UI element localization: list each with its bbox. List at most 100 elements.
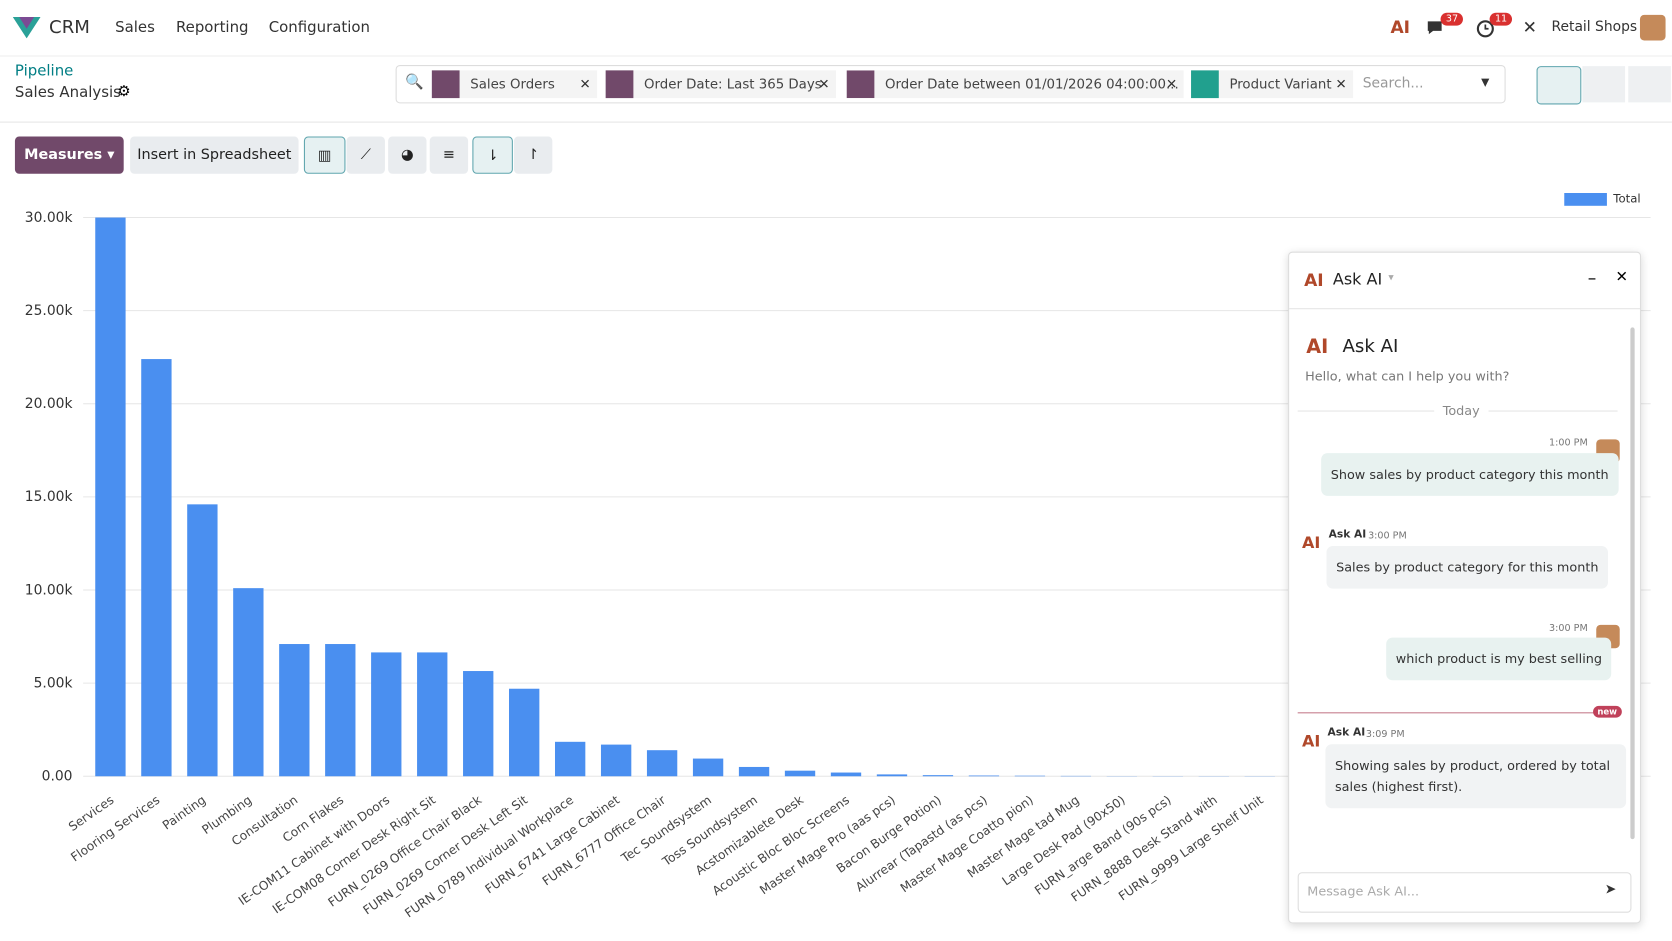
y-tick-label: 25.00k (25, 303, 73, 319)
scrollbar[interactable] (1630, 327, 1635, 840)
remove[interactable]: ✕ (1166, 75, 1178, 92)
message-time: 3:00 PM (1368, 531, 1407, 542)
bar (738, 766, 770, 777)
y-tick-label: 0.00 (42, 769, 73, 785)
view-pivot[interactable] (1582, 66, 1626, 103)
panel-heading: Ask AI (1342, 335, 1399, 358)
day-divider: Today (1434, 403, 1489, 418)
legend-swatch (1564, 193, 1607, 206)
line-mode[interactable]: ⟋ (346, 136, 385, 174)
search-bar[interactable] (395, 65, 1506, 104)
stack-toggle[interactable]: ≡ (429, 136, 469, 174)
menu-item[interactable]: Sales (115, 19, 155, 37)
x-tick-label: FURN_0789 Individual Workplace (402, 793, 576, 921)
remove[interactable]: ✕ (818, 75, 830, 92)
y-tick-label: 20.00k (25, 396, 73, 412)
input-placeholder: Message Ask AI... (1307, 883, 1420, 899)
ai-panel: AI Ask AI ▾ – ✕ AI Ask AI Hello, what ca… (1288, 251, 1642, 924)
insert-button[interactable]: Insert in Spreadsheet (130, 136, 299, 174)
menu-item[interactable]: Reporting (175, 19, 249, 37)
facet: Product Variant ✕ (1191, 70, 1354, 99)
y-tick-label: 15.00k (25, 489, 73, 505)
send-button[interactable]: ➤ (1604, 881, 1617, 898)
bar (187, 504, 218, 777)
bar (554, 741, 586, 777)
bar (876, 774, 908, 777)
settings-icon[interactable]: ⚙ (117, 83, 131, 101)
divider (1289, 308, 1640, 310)
message: Showing sales by product, ordered by tot… (1325, 744, 1627, 809)
bar (784, 770, 816, 777)
message: Show sales by product category this mont… (1321, 453, 1619, 496)
message-time: 3:09 PM (1365, 729, 1405, 741)
ai-logo: AI (1304, 269, 1324, 291)
ai-logo: AI (1301, 731, 1321, 751)
facet: Order Date between 01/01/2026 04:00:00..… (846, 70, 1184, 99)
bar (692, 758, 724, 777)
y-tick-label: 30.00k (25, 210, 73, 226)
navbar (0, 0, 1672, 57)
greeting: Hello, what can I help you with? (1305, 368, 1510, 384)
tools-icon[interactable]: ✕ (1522, 17, 1537, 38)
bar (830, 772, 862, 777)
bar (325, 644, 356, 777)
avatar[interactable] (1639, 14, 1666, 41)
sort-asc[interactable]: ↾ (513, 136, 553, 174)
search-toggle[interactable]: ▼ (1481, 76, 1490, 89)
view-list[interactable] (1628, 66, 1671, 103)
bar (463, 671, 494, 777)
badge: 11 (1489, 12, 1513, 26)
panel-title: Ask AI (1332, 269, 1383, 289)
legend-label: Total (1612, 192, 1640, 206)
message-time: 3:00 PM (1549, 623, 1588, 635)
app-logo (12, 17, 41, 39)
search-icon: 🔍 (405, 73, 424, 91)
message-author: Ask AI (1327, 727, 1366, 739)
company[interactable]: Retail Shops (1551, 19, 1638, 36)
sort-desc[interactable]: ⇂ (472, 136, 513, 174)
messages-icon[interactable] (1427, 19, 1446, 36)
bar-mode[interactable]: ▥ (303, 136, 346, 174)
bar (600, 744, 632, 777)
message: Sales by product category for this month (1326, 545, 1609, 589)
bar (417, 652, 448, 777)
facet-text: Order Date between 01/01/2026 04:00:00..… (885, 75, 1179, 92)
pie-mode[interactable]: ◕ (388, 136, 427, 174)
bar (922, 775, 954, 777)
menu-item[interactable]: Configuration (268, 19, 370, 37)
dropdown[interactable]: ▾ (1388, 271, 1394, 284)
bar (1014, 775, 1046, 777)
bar (509, 688, 540, 777)
ai-logo: AI (1306, 335, 1329, 359)
y-tick-label: 10.00k (25, 582, 73, 598)
new-line (1297, 712, 1618, 714)
bar (95, 217, 126, 777)
message-input[interactable] (1297, 872, 1632, 913)
search-placeholder[interactable]: Search... (1362, 75, 1424, 92)
bar (279, 644, 310, 777)
remove[interactable]: ✕ (1335, 75, 1347, 92)
ai-logo: AI (1301, 533, 1321, 553)
app-name[interactable]: CRM (49, 17, 90, 39)
minimize[interactable]: – (1587, 267, 1597, 288)
ai-icon[interactable]: AI (1390, 17, 1411, 38)
bar (646, 750, 678, 777)
facet: Order Date: Last 365 Days ✕ (605, 70, 836, 99)
close[interactable]: ✕ (1615, 268, 1628, 286)
bar (968, 775, 1000, 777)
facet-text: Product Variant (1229, 75, 1332, 92)
message-time: 1:00 PM (1549, 438, 1588, 449)
facet-text: Order Date: Last 365 Days (644, 75, 822, 92)
bar (233, 588, 264, 777)
y-tick-label: 5.00k (34, 675, 73, 691)
breadcrumb-link[interactable]: Pipeline (14, 62, 74, 80)
remove[interactable]: ✕ (579, 75, 591, 92)
badge: 37 (1440, 12, 1464, 26)
measures-button[interactable]: Measures ▾ (14, 136, 124, 174)
activities-icon[interactable] (1476, 19, 1495, 38)
view-graph[interactable] (1536, 66, 1582, 105)
new-badge: new (1593, 705, 1622, 718)
